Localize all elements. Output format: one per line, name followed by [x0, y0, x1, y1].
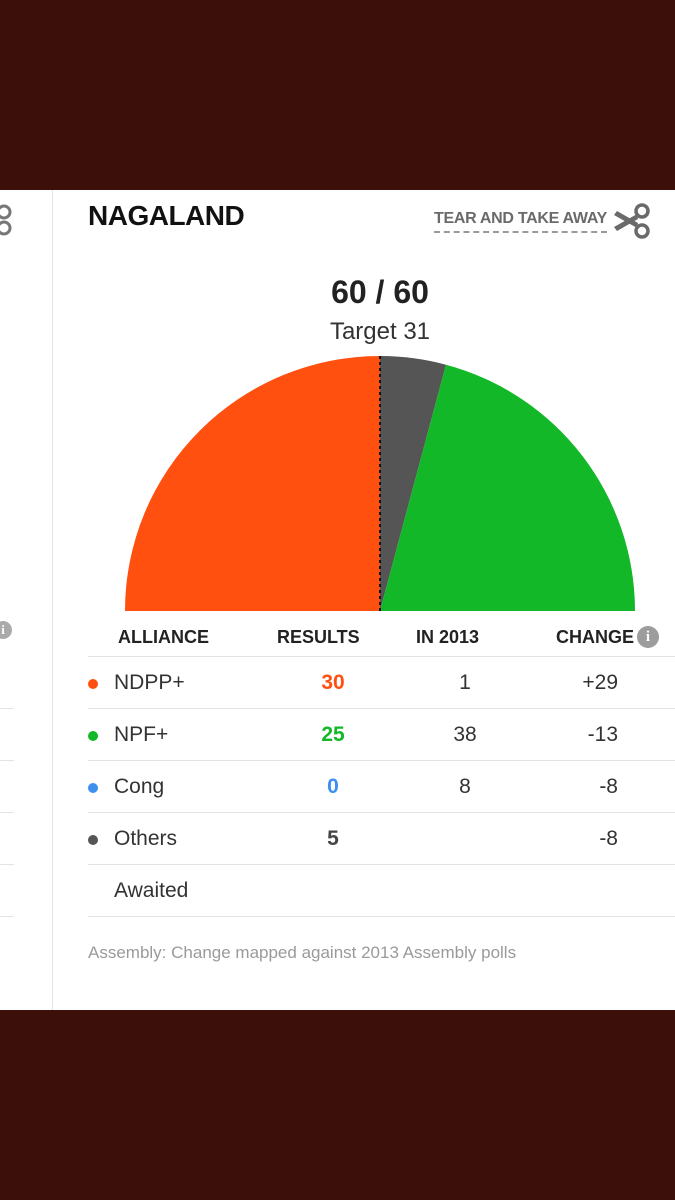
change-value: -13 [587, 723, 618, 746]
header-change-label: CHANGE [556, 627, 635, 647]
change-value: -8 [599, 775, 618, 798]
in-2013-value: 1 [459, 671, 471, 694]
change-value: -8 [599, 827, 618, 850]
divider [0, 916, 14, 917]
results-value: 0 [327, 775, 339, 798]
party-color-dot [88, 835, 98, 845]
divider [0, 864, 14, 865]
change-value: +29 [582, 671, 618, 694]
divider [0, 812, 14, 813]
tear-label: TEAR AND TAKE AWAY [434, 210, 607, 233]
results-value: 25 [321, 723, 345, 746]
in-2013-value: 8 [459, 775, 471, 798]
header-change: CHANGE i [556, 618, 660, 656]
alliance-name: Others [114, 827, 178, 850]
seat-share-chart [125, 356, 635, 611]
state-card: i NAGALAND TEAR AND TAKE AWAY 60 / 60 Ta… [0, 190, 675, 1010]
alliance-name: NPF+ [114, 723, 169, 746]
table-row: Awaited [88, 865, 675, 917]
tear-and-take-away-link[interactable]: TEAR AND TAKE AWAY [434, 202, 653, 240]
slice-ndpp [125, 356, 380, 611]
table-row: NPF+ 25 38 -13 [88, 709, 675, 761]
table-header: ALLIANCE RESULTS IN 2013 CHANGE i [88, 618, 675, 657]
results-value: 30 [321, 671, 345, 694]
party-color-dot [88, 731, 98, 741]
slice-npf [380, 364, 635, 611]
in-2013-value: 38 [453, 723, 477, 746]
slice-others [380, 356, 446, 611]
seat-count: 60 / 60 [331, 274, 429, 310]
scissors-icon [613, 203, 650, 239]
footnote: Assembly: Change mapped against 2013 Ass… [88, 943, 517, 962]
header-in-2013: IN 2013 [416, 627, 480, 647]
results-value: 5 [327, 827, 339, 850]
table-row: Others 5 -8 [88, 813, 675, 865]
header-alliance: ALLIANCE [118, 627, 209, 647]
results-table: ALLIANCE RESULTS IN 2013 CHANGE i NDPP+ … [88, 618, 675, 917]
info-icon[interactable]: i [637, 626, 660, 648]
party-color-dot [88, 783, 98, 793]
table-row: Cong 0 8 -8 [88, 761, 675, 813]
alliance-name: Cong [114, 775, 165, 798]
target-label: Target 31 [329, 318, 431, 345]
alliance-name: Awaited [114, 879, 189, 902]
header-results: RESULTS [277, 627, 360, 647]
scissors-icon [0, 204, 12, 236]
divider [0, 708, 14, 709]
state-title: NAGALAND [88, 200, 245, 231]
table-row: NDPP+ 30 1 +29 [88, 657, 675, 709]
alliance-name: NDPP+ [114, 671, 185, 694]
adjacent-card-edge: i [0, 190, 53, 1010]
divider [0, 760, 14, 761]
info-icon[interactable]: i [0, 621, 12, 639]
party-color-dot [88, 679, 98, 689]
